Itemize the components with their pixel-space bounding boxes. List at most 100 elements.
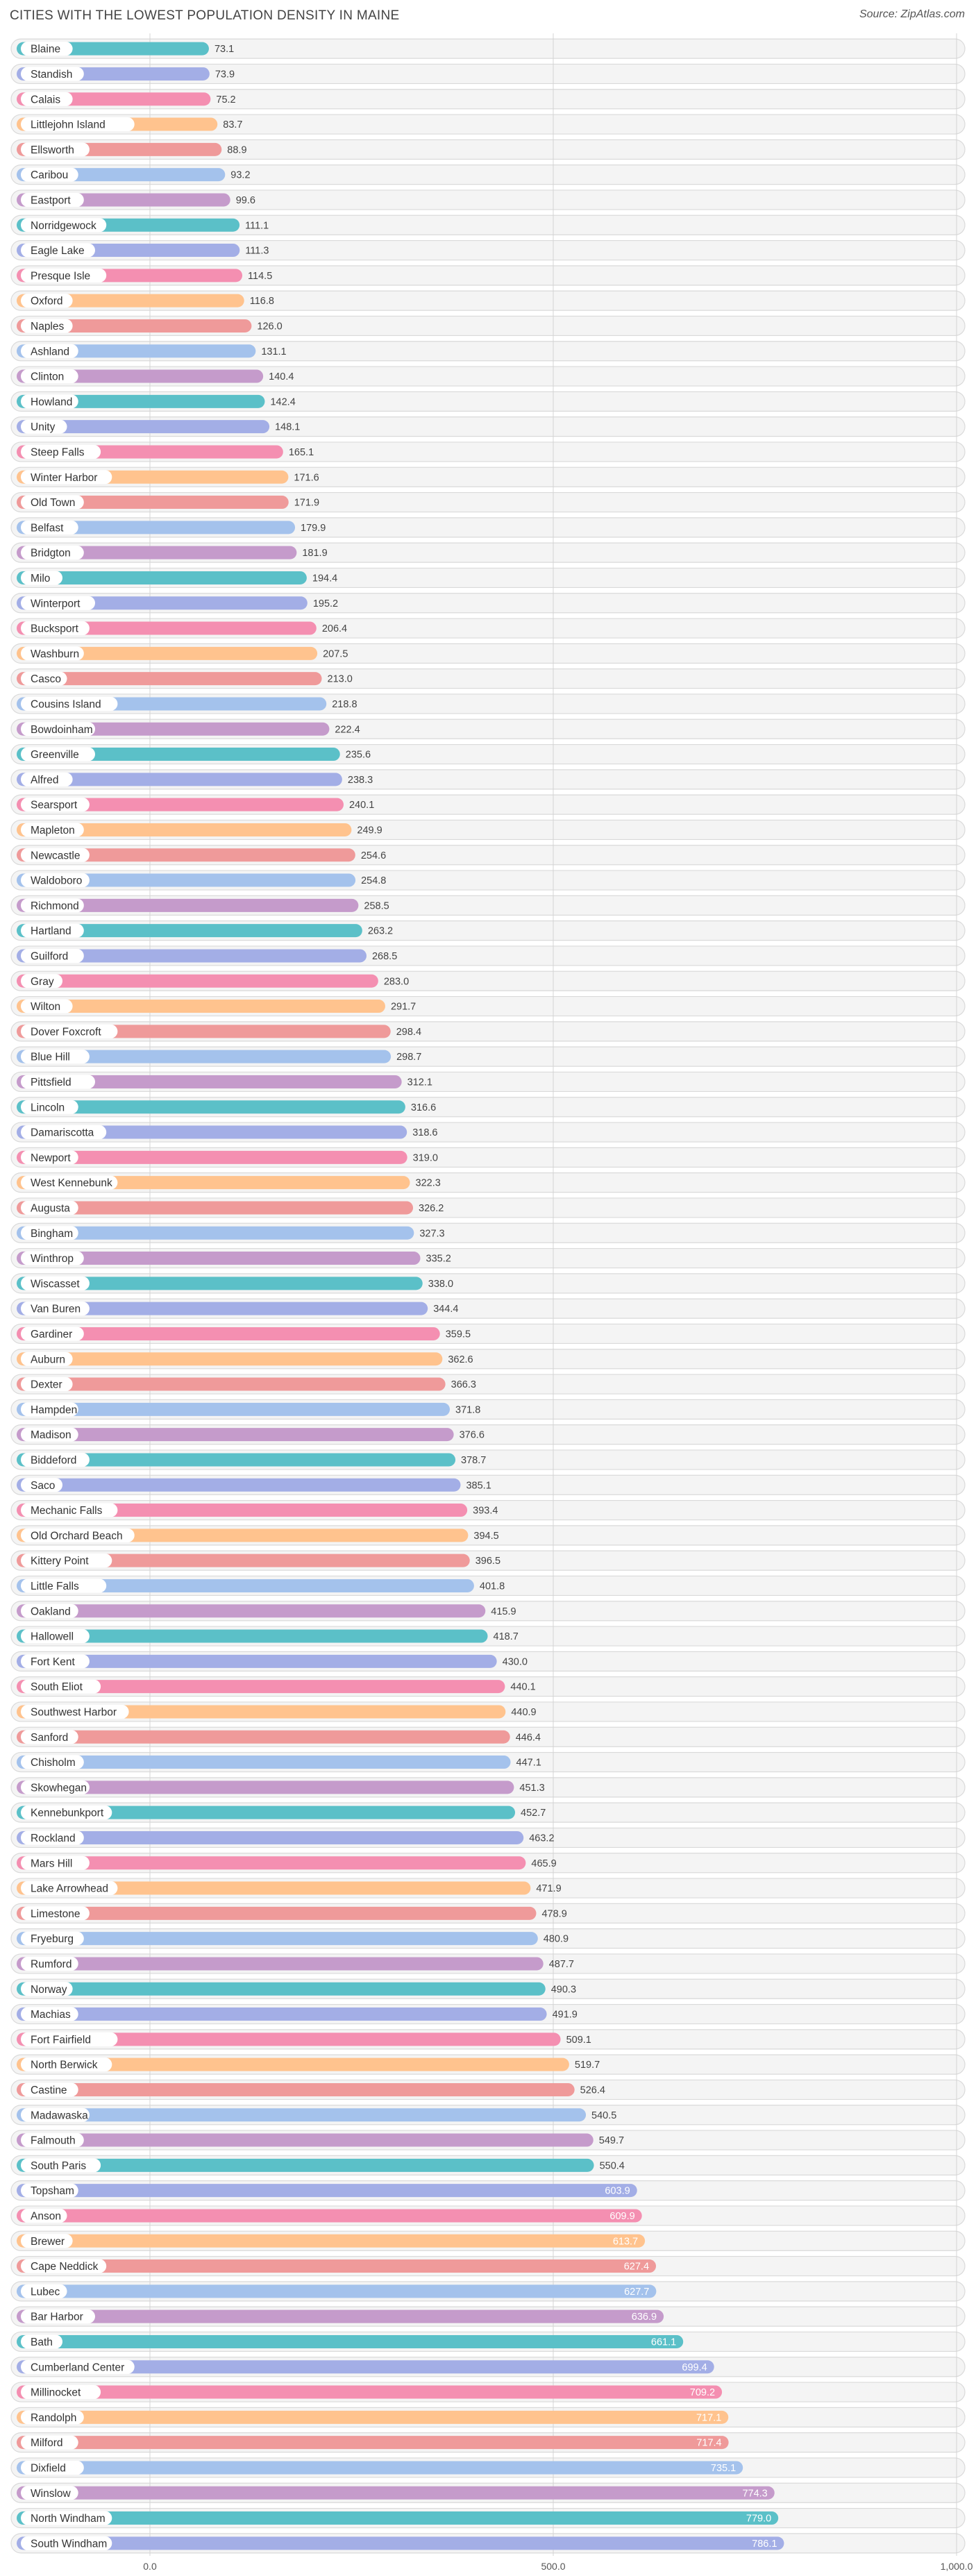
label-pill: [21, 2158, 101, 2173]
bar: [17, 621, 317, 635]
label-pill: [21, 1554, 112, 1568]
label-pill: [21, 2309, 95, 2324]
category-label: Southwest Harbor: [31, 1706, 117, 1718]
label-pill: [21, 2107, 90, 2122]
label-pill: [21, 1603, 78, 1618]
value-label: 465.9: [531, 1858, 556, 1869]
value-label: 298.7: [396, 1052, 421, 1063]
category-label: Wiscasset: [31, 1278, 80, 1290]
value-label: 238.3: [348, 775, 373, 786]
label-pill: [21, 2082, 78, 2097]
label-pill: [21, 1150, 78, 1165]
category-label: Van Buren: [31, 1304, 81, 1315]
bar: [17, 2334, 684, 2348]
category-label: Brewer: [31, 2236, 65, 2248]
row-background: [10, 165, 966, 185]
value-label: 75.2: [216, 94, 235, 106]
label-pill: [21, 369, 78, 384]
value-label: 491.9: [553, 2010, 578, 2021]
label-pill: [21, 444, 101, 459]
category-label: Ellsworth: [31, 144, 74, 156]
chart-title: CITIES WITH THE LOWEST POPULATION DENSIT…: [10, 8, 400, 23]
bar: [17, 798, 344, 811]
bar: [17, 1579, 474, 1592]
category-label: Falmouth: [31, 2135, 76, 2147]
gridlines: [149, 33, 957, 2556]
value-label: 126.0: [257, 321, 282, 332]
bar: [17, 1428, 454, 1442]
category-label: Wilton: [31, 1001, 60, 1013]
category-label: Searsport: [31, 800, 78, 811]
category-label: Richmond: [31, 900, 79, 912]
bar: [17, 1730, 510, 1744]
value-label: 779.0: [746, 2514, 771, 2525]
value-label: 171.9: [294, 498, 319, 509]
label-pill: [21, 2007, 78, 2021]
label-pill: [21, 1528, 135, 1542]
bar: [17, 1781, 514, 1794]
label-pill: [21, 167, 78, 182]
label-pill: [21, 1276, 90, 1290]
bar: [17, 1881, 531, 1895]
value-label: 206.4: [322, 623, 347, 634]
bar: [17, 2360, 714, 2374]
value-label: 519.7: [575, 2060, 600, 2071]
category-label: Winter Harbor: [31, 472, 97, 484]
label-pill: [21, 1478, 62, 1492]
row-background: [10, 290, 966, 311]
category-label: Damariscotta: [31, 1127, 94, 1139]
category-label: Norridgewock: [31, 220, 96, 232]
bar: [17, 1554, 470, 1567]
label-pill: [21, 1125, 107, 1140]
value-label: 344.4: [433, 1304, 458, 1315]
label-pill: [21, 2536, 112, 2550]
row-backgrounds: [10, 38, 966, 2554]
category-label: Cape Neddick: [31, 2261, 99, 2273]
category-label: Steep Falls: [31, 446, 85, 458]
value-label: 385.1: [466, 1480, 491, 1491]
label-pill: [21, 2133, 84, 2148]
category-label: Bridgton: [31, 548, 71, 559]
bar: [17, 420, 270, 434]
label-pill: [21, 495, 84, 510]
category-label: Kennebunkport: [31, 1808, 104, 1819]
bar: [17, 1125, 407, 1139]
value-label: 111.1: [245, 220, 269, 231]
label-pill: [21, 1906, 90, 1921]
value-label: 249.9: [357, 825, 382, 836]
category-label: Cumberland Center: [31, 2362, 124, 2373]
label-pill: [21, 596, 95, 610]
bar: [17, 2284, 657, 2298]
value-label: 207.5: [323, 648, 348, 659]
value-label: 318.6: [412, 1127, 437, 1138]
value-label: 636.9: [632, 2312, 657, 2323]
value-label: 393.4: [473, 1506, 498, 1517]
label-pill: [21, 2410, 84, 2425]
value-label: 235.6: [346, 750, 371, 761]
value-label: 114.5: [248, 271, 272, 282]
label-pill: [21, 823, 84, 837]
label-pill: [21, 1402, 78, 1417]
bar: [17, 2057, 569, 2071]
category-label: Cousins Island: [31, 698, 101, 710]
category-label: Caribou: [31, 169, 68, 181]
value-label: 359.5: [446, 1329, 471, 1340]
bar: [17, 2209, 642, 2223]
bar: [17, 1982, 546, 1996]
category-label: Belfast: [31, 522, 64, 534]
category-label: Alfred: [31, 774, 59, 786]
row-background: [10, 89, 966, 110]
label-pill: [21, 344, 78, 358]
bar: [17, 823, 352, 836]
bar: [17, 646, 318, 660]
bar: [17, 2082, 575, 2096]
value-label: 93.2: [230, 170, 250, 181]
category-label: Pittsfield: [31, 1077, 71, 1088]
label-pill: [21, 1302, 90, 1316]
label-pill: [21, 948, 84, 963]
value-label: 451.3: [519, 1783, 544, 1794]
bars: Blaine 73.1 Standish 73.9 Calais 75.2 Littlejo…: [17, 42, 784, 2550]
bar: [17, 2259, 657, 2273]
label-pill: [21, 218, 107, 233]
